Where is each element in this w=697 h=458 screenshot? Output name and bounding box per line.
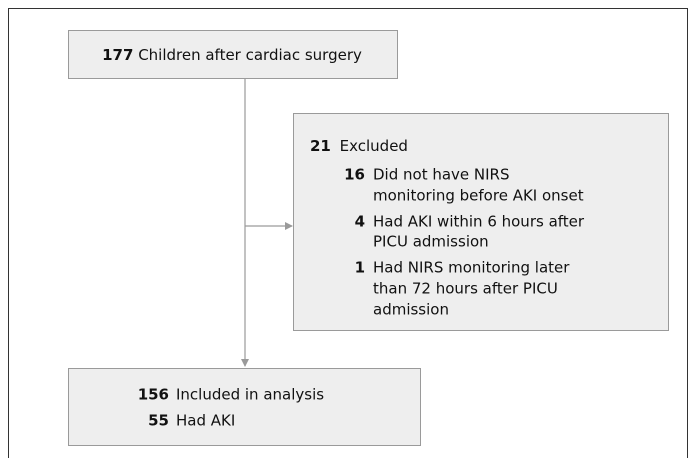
reason-text: Had NIRS monitoring later: [373, 259, 570, 277]
excluded-count: 21: [310, 137, 331, 155]
excluded-label: Excluded: [340, 137, 408, 155]
reason-text: monitoring before AKI onset: [373, 187, 584, 205]
included-label: Included in analysis: [176, 386, 324, 404]
reason-text: than 72 hours after PICU: [373, 280, 558, 298]
reason-text: Did not have NIRS: [373, 166, 510, 184]
excluded-text: 21 Excluded: [310, 137, 408, 155]
reason-count: 1: [355, 259, 365, 277]
cohort-text: 177 Children after cardiac surgery: [102, 46, 362, 64]
reason-count: 4: [355, 213, 365, 231]
excluded-box: [293, 113, 669, 331]
aki-count: 55: [148, 412, 169, 430]
cohort-count: 177: [102, 46, 133, 64]
included-count: 156: [138, 386, 169, 404]
cohort-label: Children after cardiac surgery: [138, 46, 362, 64]
aki-label: Had AKI: [176, 412, 235, 430]
reason-text: PICU admission: [373, 233, 489, 251]
cohort-box: [68, 30, 398, 79]
reason-text: admission: [373, 301, 449, 319]
reason-text: Had AKI within 6 hours after: [373, 213, 585, 231]
frame: [8, 8, 688, 458]
included-box: [68, 368, 421, 446]
reason-count: 16: [344, 166, 365, 184]
